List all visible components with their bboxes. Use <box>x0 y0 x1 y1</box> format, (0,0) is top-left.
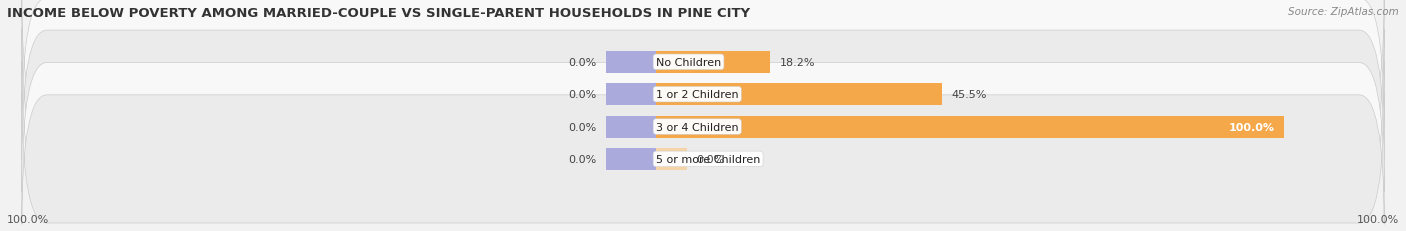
Text: 0.0%: 0.0% <box>568 122 596 132</box>
FancyBboxPatch shape <box>22 62 1384 192</box>
Bar <box>657 52 770 73</box>
Bar <box>606 148 657 170</box>
Bar <box>657 116 1284 138</box>
Text: 0.0%: 0.0% <box>568 58 596 67</box>
Bar <box>657 148 688 170</box>
Text: 1 or 2 Children: 1 or 2 Children <box>657 90 738 100</box>
Text: INCOME BELOW POVERTY AMONG MARRIED-COUPLE VS SINGLE-PARENT HOUSEHOLDS IN PINE CI: INCOME BELOW POVERTY AMONG MARRIED-COUPL… <box>7 7 751 20</box>
Text: 100.0%: 100.0% <box>7 214 49 224</box>
Text: 100.0%: 100.0% <box>1229 122 1274 132</box>
Bar <box>606 52 657 73</box>
Text: 0.0%: 0.0% <box>568 154 596 164</box>
Text: Source: ZipAtlas.com: Source: ZipAtlas.com <box>1288 7 1399 17</box>
Text: 5 or more Children: 5 or more Children <box>657 154 761 164</box>
Text: 3 or 4 Children: 3 or 4 Children <box>657 122 738 132</box>
Bar <box>657 84 942 106</box>
Text: 100.0%: 100.0% <box>1357 214 1399 224</box>
Text: No Children: No Children <box>657 58 721 67</box>
Text: 0.0%: 0.0% <box>697 154 725 164</box>
Text: 18.2%: 18.2% <box>779 58 815 67</box>
Text: 0.0%: 0.0% <box>568 90 596 100</box>
FancyBboxPatch shape <box>22 30 1384 160</box>
Text: 45.5%: 45.5% <box>950 90 987 100</box>
Bar <box>606 116 657 138</box>
Bar <box>606 84 657 106</box>
FancyBboxPatch shape <box>22 0 1384 128</box>
FancyBboxPatch shape <box>22 94 1384 224</box>
